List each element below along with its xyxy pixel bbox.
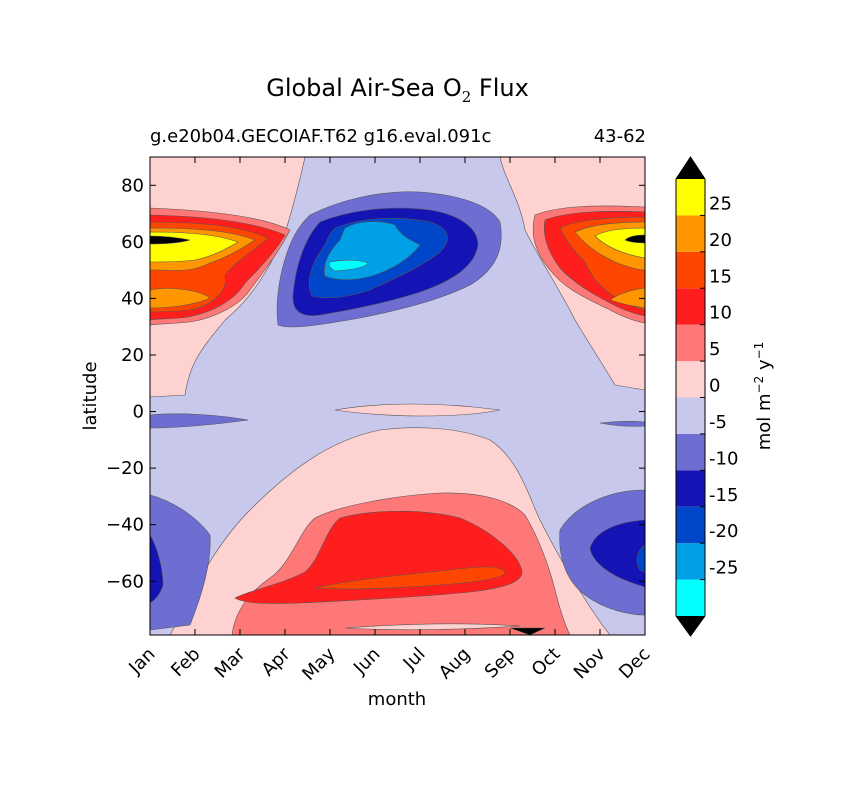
run-name-subtitle: g.e20b04.GECOIAF.T62 g16.eval.091c (150, 126, 492, 147)
colorbar-swatch (676, 579, 705, 616)
contour-band-neg15-neg10-south-right (589, 519, 645, 588)
colorbar-tick-label: 25 (709, 193, 732, 214)
contour-band-neg10-neg5-south-left (150, 494, 211, 631)
colorbar-tick-label: -15 (709, 485, 738, 506)
colorbar-extend-low (676, 616, 705, 636)
contour-band-15-20-south (314, 566, 506, 590)
y-tick-label: −20 (106, 458, 144, 479)
y-tick-label: −60 (106, 571, 144, 592)
colorbar-swatch (676, 324, 705, 362)
contour-band-over-30-bottom (509, 627, 546, 635)
plot-frame (149, 156, 646, 636)
y-axis-label: latitude (80, 361, 101, 430)
contour-fill (150, 157, 645, 635)
contour-band-25-30-north-right (594, 227, 645, 259)
contour-band-neg15-neg10-south-left (150, 534, 164, 604)
contour-band-5-10-bottom (344, 623, 521, 631)
x-tick-label: Feb (167, 644, 204, 681)
y-tick-label: 40 (121, 288, 144, 309)
colorbar-tick-label: -10 (709, 448, 738, 469)
x-axis-label: month (368, 689, 426, 710)
colorbar-label: mol m−2 y−1 (752, 342, 775, 451)
chart-title: Global Air-Sea O2 Flux (266, 74, 529, 106)
colorbar-swatch (676, 433, 705, 471)
colorbar-outline (675, 156, 706, 637)
colorbar: 25 20 15 10 5 0 -5 -10 -15 -20 -25 (675, 156, 738, 637)
x-tick-label: Apr (258, 643, 295, 680)
contour-band-over-30-north-right (624, 234, 645, 244)
x-tick-label: Jan (124, 644, 159, 679)
colorbar-tick-label: 5 (709, 339, 720, 360)
x-tick-label: May (298, 643, 339, 684)
colorbar-tick-label: -5 (709, 412, 727, 433)
colorbar-swatch (676, 179, 705, 216)
y-tick-label: 20 (121, 345, 144, 366)
colorbar-swatch (676, 506, 705, 544)
year-range-subtitle: 43-62 (593, 126, 646, 147)
x-tick-label: Mar (211, 643, 250, 682)
colorbar-tick-label: -20 (709, 521, 738, 542)
colorbar-tick-label: 10 (709, 303, 732, 324)
y-tick-label: 80 (121, 175, 144, 196)
x-tick-label: Dec (615, 644, 654, 683)
colorbar-swatch (676, 470, 705, 507)
colorbar-tick-label: 15 (709, 266, 732, 287)
colorbar-swatch (676, 288, 705, 325)
colorbar-swatch (676, 361, 705, 398)
y-tick-label: 60 (121, 232, 144, 253)
contour-band-neg20-neg15-south-right (636, 544, 645, 573)
contour-band-0-5-equator (334, 403, 501, 417)
x-tick-label: Oct (528, 644, 565, 681)
contour-band-over-30-north-left (150, 235, 191, 245)
colorbar-extend-high (676, 157, 705, 179)
x-tick-label: Nov (570, 643, 610, 683)
x-tick-label: Aug (435, 644, 475, 684)
colorbar-tick-label: -25 (709, 558, 738, 579)
colorbar-tick-label: 0 (709, 376, 720, 397)
colorbar-swatch (676, 251, 705, 289)
x-tick-label: Jun (349, 644, 384, 679)
y-tick-label: −40 (106, 515, 144, 536)
colorbar-tick-label: 20 (709, 230, 732, 251)
contour-band-below-neg25-north (328, 259, 369, 272)
contour-band-neg10-neg5-equator-left (150, 413, 249, 429)
contour-band-neg10-neg5-equator-right (599, 421, 645, 427)
colorbar-swatch (676, 397, 705, 434)
x-tick-label: Sep (481, 644, 520, 683)
colorbar-swatch (676, 543, 705, 580)
x-tick-label: Jul (399, 644, 430, 675)
colorbar-swatch (676, 215, 705, 252)
y-tick-label: 0 (133, 402, 144, 423)
